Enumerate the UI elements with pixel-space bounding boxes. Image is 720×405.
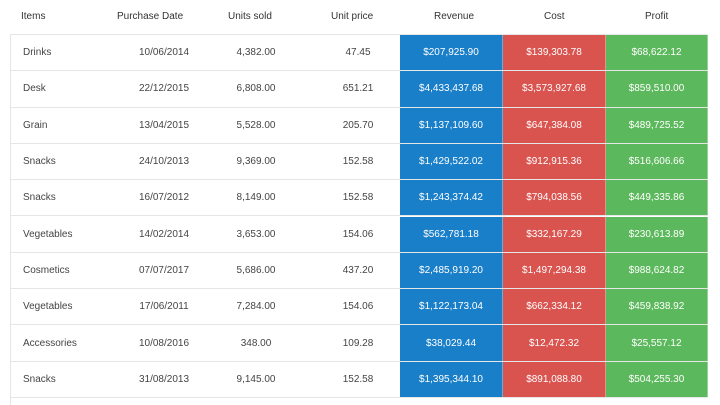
cell-cost: $1,497,294.38 — [503, 252, 606, 289]
table-row[interactable]: Accessories 10/08/2016 348.00 109.28 $38,029… — [11, 325, 708, 362]
cell-profit: $489,725.52 — [606, 107, 708, 143]
cell-revenue: $1,429,522.02 — [400, 143, 503, 180]
cell-profit: $516,606.66 — [606, 143, 708, 180]
header-purchase-date[interactable]: Purchase Date — [117, 11, 184, 22]
header-items[interactable]: Items — [21, 11, 46, 22]
cell-revenue: $1,122,173.04 — [400, 289, 503, 325]
cell-purchase-date: 10/08/2016 — [138, 337, 190, 349]
cell-cost: $647,384.08 — [503, 107, 606, 143]
cell-units-sold: 7,284.00 — [236, 301, 276, 313]
cell-purchase-date: 17/06/2011 — [139, 301, 189, 313]
table-row[interactable]: Cosmetics 07/07/2017 5,686.00 437.20 $2,485,… — [11, 252, 708, 290]
cell-cost: $12,472.32 — [503, 325, 606, 361]
cell-revenue: $1,395,344.10 — [400, 361, 503, 397]
cell-unit-price: 205.70 — [342, 119, 374, 131]
cell-item: Snacks — [23, 192, 56, 204]
cell-profit: $859,510.00 — [606, 71, 708, 107]
cell-unit-price: 152.58 — [342, 192, 374, 204]
header-revenue[interactable]: Revenue — [434, 11, 475, 22]
cell-cost: $794,038.56 — [503, 180, 606, 216]
cell-profit: $230,613.89 — [606, 216, 708, 252]
cell-unit-price: 47.45 — [345, 47, 371, 59]
cell-revenue: $562,781.18 — [400, 216, 503, 252]
cell-profit: $25,557.12 — [606, 325, 708, 361]
cell-cost: $3,573,927.68 — [503, 71, 606, 107]
cell-unit-price: 152.58 — [342, 156, 374, 168]
table-header: Items Purchase Date Units sold Unit pric… — [0, 0, 720, 34]
header-profit[interactable]: Profit — [645, 11, 669, 22]
cell-purchase-date: 07/07/2017 — [138, 264, 190, 276]
cell-revenue: $1,137,109.60 — [400, 107, 503, 143]
cell-profit: $68,622.12 — [606, 35, 708, 71]
cell-unit-price: 651.21 — [342, 83, 374, 95]
cell-purchase-date: 22/12/2015 — [138, 83, 190, 95]
cell-cost: $912,915.36 — [503, 143, 606, 180]
cell-item: Drinks — [23, 47, 52, 59]
cell-item: Vegetables — [23, 301, 73, 313]
cell-units-sold: 6,808.00 — [236, 83, 276, 95]
cell-profit: $988,624.82 — [606, 252, 708, 289]
cell-item: Desk — [23, 83, 46, 95]
cell-unit-price: 154.06 — [342, 301, 374, 313]
cell-revenue: $38,029.44 — [400, 325, 503, 361]
table-row[interactable]: Desk 22/12/2015 6,808.00 651.21 $4,433,437.6… — [11, 71, 708, 108]
table-body: Drinks 10/06/2014 4,382.00 47.45 $207,925.90… — [10, 34, 708, 405]
table-row[interactable]: Grain 13/04/2015 5,528.00 205.70 $1,137,109.… — [11, 107, 708, 144]
cell-purchase-date: 24/10/2013 — [138, 156, 190, 168]
header-units-sold[interactable]: Units sold — [228, 11, 272, 22]
cell-unit-price: 154.06 — [342, 228, 374, 240]
cell-revenue: $2,485,919.20 — [400, 252, 503, 289]
cell-purchase-date: 10/06/2014 — [138, 47, 190, 59]
cell-cost: $662,334.12 — [503, 289, 606, 325]
cell-units-sold: 3,653.00 — [236, 228, 276, 240]
cell-units-sold: 9,145.00 — [236, 373, 276, 385]
table-row[interactable]: Vegetables 17/06/2011 7,284.00 154.06 $1,122… — [11, 289, 708, 326]
table-row[interactable]: Snacks 31/08/2013 9,145.00 152.58 $1,395,344… — [11, 361, 708, 398]
cell-units-sold: 4,382.00 — [236, 47, 276, 59]
cell-unit-price: 109.28 — [342, 337, 374, 349]
cell-item: Cosmetics — [23, 264, 70, 276]
cell-purchase-date: 31/08/2013 — [138, 373, 190, 385]
cell-purchase-date: 13/04/2015 — [138, 119, 190, 131]
cell-profit: $449,335.86 — [606, 180, 708, 216]
cell-profit: $459,838.92 — [606, 289, 708, 325]
cell-units-sold: 5,686.00 — [236, 264, 276, 276]
cell-units-sold: 9,369.00 — [236, 156, 276, 168]
cell-cost: $139,303.78 — [503, 35, 606, 71]
header-cost[interactable]: Cost — [544, 11, 565, 22]
header-unit-price[interactable]: Unit price — [331, 11, 374, 22]
cell-units-sold: 348.00 — [240, 337, 272, 349]
cell-item: Vegetables — [23, 228, 73, 240]
cell-profit: $504,255.30 — [606, 361, 708, 397]
cell-purchase-date: 14/02/2014 — [138, 228, 190, 240]
cell-item: Accessories — [23, 337, 77, 349]
cell-revenue: $4,433,437.68 — [400, 71, 503, 107]
cell-cost: $891,088.80 — [503, 361, 606, 397]
table-row[interactable]: Snacks 24/10/2013 9,369.00 152.58 $1,429,522… — [11, 143, 708, 181]
cell-unit-price: 437.20 — [342, 264, 374, 276]
cell-revenue: $207,925.90 — [400, 35, 503, 71]
cell-units-sold: 5,528.00 — [236, 119, 276, 131]
cell-item: Snacks — [23, 156, 56, 168]
table-row[interactable]: Drinks 10/06/2014 4,382.00 47.45 $207,925.90… — [11, 35, 708, 72]
cell-cost: $332,167.29 — [503, 216, 606, 252]
cell-item: Grain — [23, 119, 48, 131]
cell-purchase-date: 16/07/2012 — [138, 192, 190, 204]
cell-revenue: $1,243,374.42 — [400, 180, 503, 216]
cell-item: Snacks — [23, 373, 56, 385]
table-row[interactable]: Vegetables 14/02/2014 3,653.00 154.06 $562,7… — [11, 216, 708, 253]
cell-unit-price: 152.58 — [342, 373, 374, 385]
cell-units-sold: 8,149.00 — [236, 192, 276, 204]
table-row[interactable]: Snacks 16/07/2012 8,149.00 152.58 $1,243,374… — [11, 180, 708, 217]
